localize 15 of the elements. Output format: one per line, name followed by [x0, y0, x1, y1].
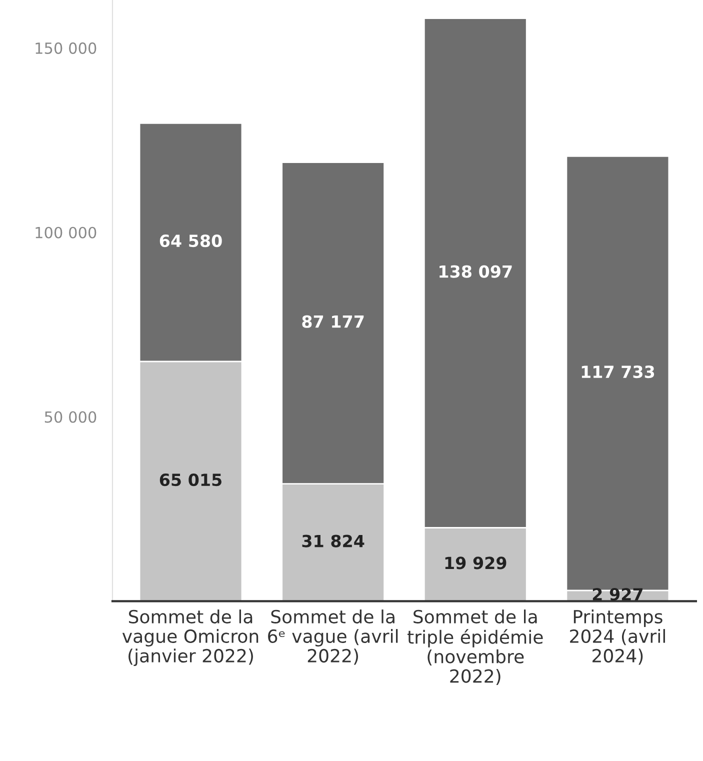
x-tick-label: Sommet de la 6ᵉ vague (avril 2022) — [268, 610, 398, 665]
y-tick-label: 50 000 — [44, 411, 96, 423]
data-label: 31 824 — [302, 534, 364, 548]
data-label: 87 177 — [302, 315, 364, 328]
data-label: 64 580 — [160, 234, 222, 248]
x-tick-label: Printemps 2024 (avril 2024) — [570, 610, 665, 665]
y-tick-label: 150 000 — [36, 42, 96, 54]
data-label: 117 733 — [582, 366, 654, 378]
y-tick-label: 100 000 — [36, 226, 96, 238]
x-tick-label: Sommet de la triple épidémie (novembre 2022) — [408, 610, 543, 686]
data-label: 19 929 — [445, 556, 506, 570]
data-label: 65 015 — [160, 474, 222, 486]
data-label: 2 927 — [592, 588, 642, 601]
x-tick-label: Sommet de la vague Omicron (janvier 2022) — [122, 610, 258, 666]
data-label: 138 097 — [440, 265, 512, 278]
